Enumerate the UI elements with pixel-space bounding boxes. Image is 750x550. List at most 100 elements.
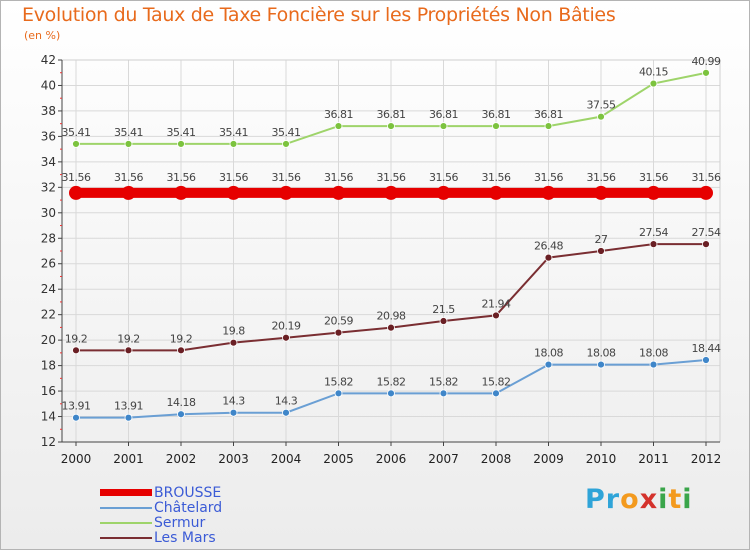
- data-label-les-mars: 27.54: [639, 226, 668, 239]
- data-point-brousse: [646, 185, 661, 200]
- y-tick-label: 38: [41, 104, 56, 118]
- data-label-brousse: 31.56: [167, 171, 196, 184]
- y-tick-label: 14: [41, 410, 56, 424]
- data-point-les-mars: [544, 253, 553, 262]
- data-label-chatelard: 18.08: [534, 347, 563, 360]
- data-label-les-mars: 27.54: [692, 226, 721, 239]
- logo-letter: o: [620, 484, 640, 515]
- x-tick-label: 2008: [481, 452, 512, 466]
- data-point-sermur: [439, 122, 448, 130]
- y-tick-label: 40: [41, 78, 56, 92]
- data-label-sermur: 35.41: [114, 126, 143, 139]
- y-tick-label: 22: [41, 308, 56, 322]
- legend-swatch-chatelard: [100, 507, 152, 509]
- y-tick-label: 26: [41, 257, 56, 271]
- data-label-sermur: 35.41: [167, 126, 196, 139]
- y-tick-label: 28: [41, 231, 56, 245]
- data-point-les-mars: [177, 346, 185, 355]
- data-point-sermur: [597, 112, 605, 121]
- y-tick-label: 34: [41, 155, 56, 169]
- data-label-les-mars: 20.59: [324, 315, 353, 328]
- data-label-les-mars: 27: [595, 233, 608, 246]
- data-label-sermur: 36.81: [324, 108, 353, 121]
- x-tick-label: 2012: [691, 452, 722, 466]
- data-point-brousse: [489, 185, 503, 200]
- data-point-chatelard: [649, 360, 658, 369]
- data-label-les-mars: 19.2: [170, 332, 193, 345]
- data-label-brousse: 31.56: [377, 171, 406, 184]
- data-point-brousse: [436, 185, 451, 200]
- data-label-les-mars: 19.2: [117, 332, 140, 345]
- data-label-les-mars: 26.48: [534, 240, 563, 253]
- data-point-les-mars: [72, 346, 80, 355]
- data-label-sermur: 36.81: [429, 108, 458, 121]
- data-label-les-mars: 21.5: [432, 303, 455, 316]
- data-point-sermur: [544, 122, 553, 130]
- x-tick-label: 2011: [638, 452, 669, 466]
- data-point-sermur: [282, 140, 290, 148]
- data-point-sermur: [229, 140, 238, 148]
- proxiti-logo: Proxiti: [585, 484, 693, 515]
- data-label-sermur: 36.81: [482, 108, 511, 121]
- data-point-chatelard: [177, 410, 185, 419]
- data-point-sermur: [387, 122, 395, 130]
- chart-title: Evolution du Taux de Taxe Foncière sur l…: [22, 4, 616, 26]
- data-label-brousse: 31.56: [62, 171, 91, 184]
- data-label-chatelard: 18.44: [692, 342, 721, 355]
- data-point-chatelard: [334, 389, 343, 398]
- data-point-brousse: [121, 185, 136, 200]
- data-label-chatelard: 13.91: [62, 400, 91, 413]
- legend-item-chatelard: Châtelard: [100, 500, 300, 516]
- legend-swatch-brousse: [100, 489, 152, 496]
- data-label-les-mars: 19.2: [65, 332, 88, 345]
- x-tick-label: 2009: [533, 452, 564, 466]
- data-point-brousse: [331, 185, 346, 200]
- data-point-brousse: [541, 185, 556, 200]
- x-tick-label: 2003: [218, 452, 249, 466]
- data-label-brousse: 31.56: [482, 171, 511, 184]
- data-label-sermur: 36.81: [534, 108, 563, 121]
- x-tick-label: 2000: [61, 452, 92, 466]
- data-point-les-mars: [124, 346, 133, 355]
- data-point-brousse: [174, 185, 188, 200]
- data-point-chatelard: [282, 408, 290, 417]
- data-label-chatelard: 18.08: [587, 347, 616, 360]
- data-point-brousse: [699, 185, 713, 200]
- data-point-chatelard: [72, 413, 80, 422]
- y-tick-label: 30: [41, 206, 56, 220]
- data-label-chatelard: 18.08: [639, 347, 668, 360]
- data-point-brousse: [279, 185, 293, 200]
- y-tick-label: 24: [41, 282, 56, 296]
- data-point-les-mars: [439, 317, 448, 325]
- data-label-chatelard: 13.91: [114, 400, 143, 413]
- x-tick-label: 2006: [376, 452, 407, 466]
- x-tick-label: 2004: [271, 452, 302, 466]
- logo-letter: x: [639, 484, 659, 515]
- data-point-sermur: [72, 140, 80, 148]
- data-point-les-mars: [229, 338, 238, 347]
- data-point-chatelard: [702, 356, 710, 364]
- legend-label-sermur: Sermur: [154, 515, 206, 531]
- data-point-chatelard: [387, 389, 395, 398]
- logo-letter: i: [658, 484, 669, 515]
- data-point-les-mars: [492, 311, 500, 320]
- data-label-chatelard: 14.3: [222, 395, 245, 408]
- legend-label-chatelard: Châtelard: [154, 500, 223, 516]
- legend-item-les-mars: Les Mars: [100, 530, 300, 546]
- logo-letter: t: [668, 484, 683, 515]
- data-label-brousse: 31.56: [534, 171, 563, 184]
- data-point-brousse: [226, 185, 241, 200]
- data-point-brousse: [69, 185, 83, 200]
- data-label-chatelard: 14.3: [275, 395, 298, 408]
- data-point-les-mars: [597, 247, 605, 255]
- data-label-brousse: 31.56: [114, 171, 143, 184]
- data-label-brousse: 31.56: [429, 171, 458, 184]
- data-label-les-mars: 20.19: [272, 320, 301, 333]
- data-label-brousse: 31.56: [272, 171, 301, 184]
- legend-item-sermur: Sermur: [100, 515, 300, 531]
- data-point-les-mars: [387, 323, 395, 332]
- data-label-brousse: 31.56: [639, 171, 668, 184]
- data-point-chatelard: [124, 413, 133, 422]
